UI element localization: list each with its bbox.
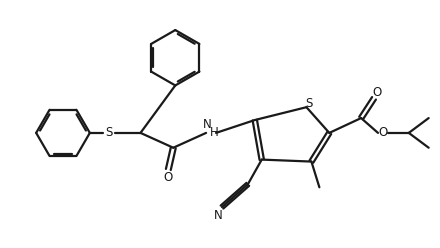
Text: O: O xyxy=(378,126,388,139)
Text: H: H xyxy=(210,126,218,139)
Text: N: N xyxy=(214,210,222,222)
Text: O: O xyxy=(372,86,381,99)
Text: N: N xyxy=(203,119,212,131)
Text: S: S xyxy=(105,126,112,139)
Text: O: O xyxy=(164,171,173,184)
Text: S: S xyxy=(306,97,313,110)
